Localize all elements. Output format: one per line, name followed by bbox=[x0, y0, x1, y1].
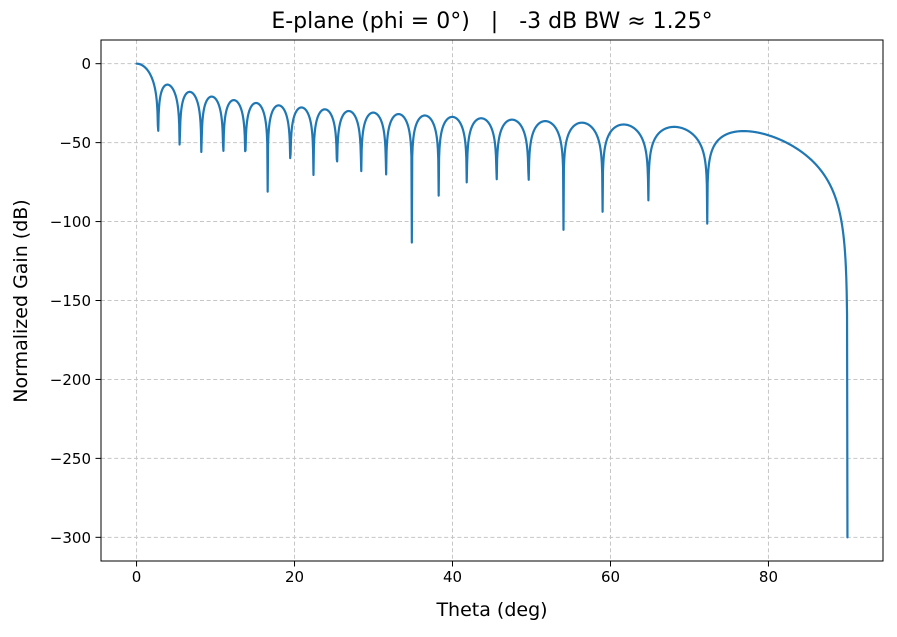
chart-title: E-plane (phi = 0°) | -3 dB BW ≈ 1.25° bbox=[271, 9, 713, 34]
x-tick-label: 40 bbox=[443, 568, 462, 586]
y-tick-label: −300 bbox=[50, 529, 91, 547]
y-tick-label: 0 bbox=[81, 55, 91, 73]
x-axis-label: Theta (deg) bbox=[436, 599, 548, 621]
x-tick-label: 80 bbox=[759, 568, 778, 586]
y-tick-label: −100 bbox=[50, 213, 91, 231]
x-tick-label: 60 bbox=[601, 568, 620, 586]
y-tick-label: −150 bbox=[50, 292, 91, 310]
y-axis-label: Normalized Gain (dB) bbox=[10, 199, 32, 403]
y-tick-label: −50 bbox=[59, 134, 91, 152]
y-tick-label: −200 bbox=[50, 371, 91, 389]
gain-curve bbox=[135, 62, 849, 539]
x-tick-label: 0 bbox=[132, 568, 142, 586]
x-tick-label: 20 bbox=[285, 568, 304, 586]
y-tick-label: −250 bbox=[50, 450, 91, 468]
